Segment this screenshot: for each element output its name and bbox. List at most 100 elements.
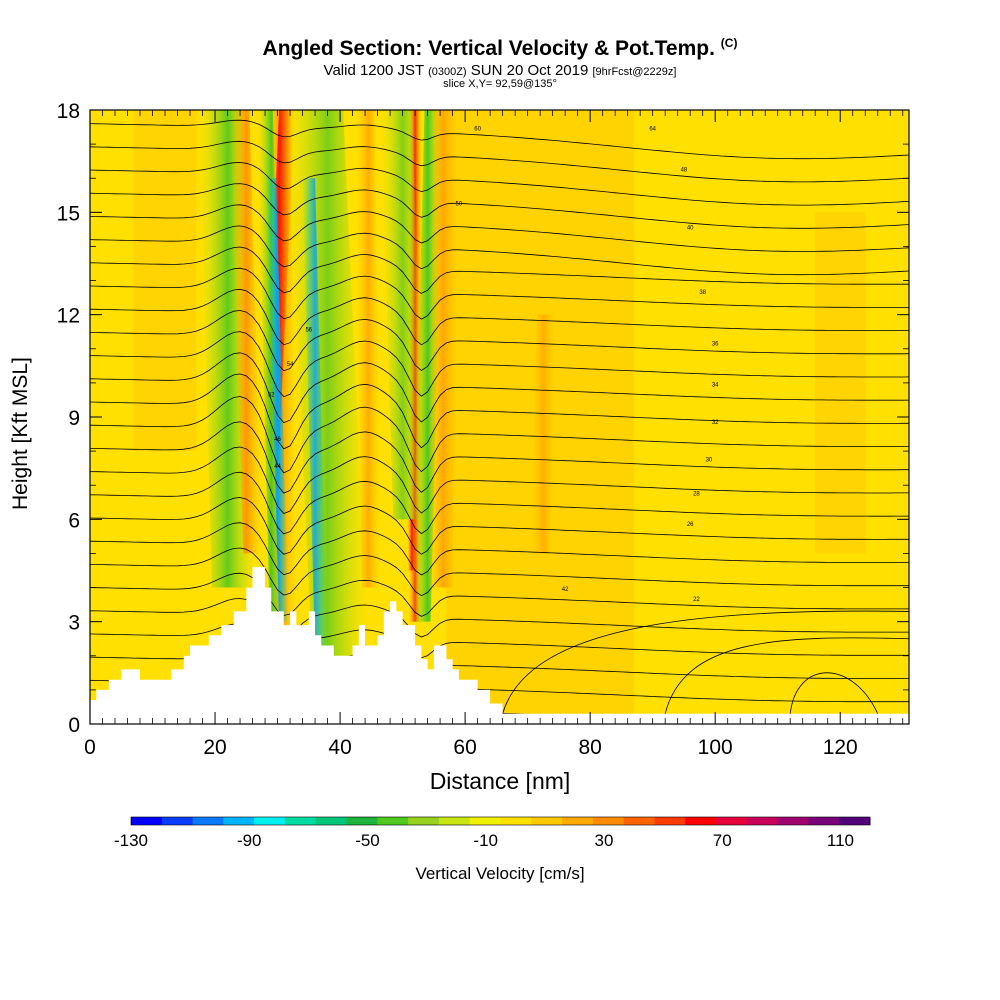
isentrope-line — [789, 672, 879, 714]
x-tick-label: 0 — [84, 736, 96, 759]
colorbar-swatch — [562, 817, 594, 825]
colorbar-label: Vertical Velocity [cm/s] — [415, 864, 585, 883]
y-tick-label: 0 — [68, 714, 80, 737]
colorbar-swatch — [469, 817, 501, 825]
colorbar-tick-label: -10 — [473, 831, 498, 850]
isentrope-line — [90, 497, 909, 555]
y-tick-label: 15 — [57, 202, 80, 225]
chart-subtitle: Valid 1200 JST (0300Z) SUN 20 Oct 2019 [… — [323, 62, 677, 79]
velocity-plume — [355, 110, 381, 588]
colorbar-swatch — [284, 817, 317, 825]
field-region — [815, 212, 866, 554]
isentrope-line — [502, 610, 909, 714]
title-mark: (C) — [720, 36, 738, 50]
isentrope-line — [90, 246, 909, 294]
colorbar-swatch — [716, 817, 748, 825]
colorbar-swatch — [315, 817, 348, 825]
isentrope-label: 36 — [712, 341, 719, 347]
terrain-mask — [90, 567, 909, 724]
isentrope-line — [90, 140, 909, 183]
colorbar-swatch — [223, 817, 255, 825]
isentrope-label: 54 — [287, 362, 294, 368]
x-axis-label: Distance [nm] — [429, 768, 571, 794]
colorbar-swatch — [777, 817, 809, 825]
velocity-field — [90, 110, 909, 724]
x-tick-label: 20 — [203, 736, 226, 759]
colorbar-swatch — [592, 817, 625, 825]
colorbar-swatch — [346, 817, 378, 825]
isentrope-line — [90, 183, 909, 229]
isentrope-line — [90, 522, 909, 576]
x-tick-label: 120 — [823, 736, 858, 759]
isentrope-line — [90, 598, 909, 638]
colorbar-swatch — [192, 817, 224, 825]
colorbar: -130 -90 -50 -10 30 70 110 — [114, 816, 871, 850]
isentrope-label: 60 — [474, 126, 481, 132]
y-axis-label: Height [Kft MSL] — [9, 357, 32, 510]
colorbar-tick-label: -130 — [114, 831, 148, 850]
isentrope-label: 34 — [712, 382, 719, 388]
x-tick-label: 60 — [453, 736, 476, 759]
isentrope-line — [90, 225, 909, 276]
colorbar-swatch — [161, 817, 194, 825]
colorbar-tick-label: 30 — [594, 831, 613, 850]
isentrope-line — [664, 637, 909, 714]
isentrope-label: 48 — [681, 167, 688, 173]
velocity-plume — [266, 178, 289, 622]
y-tick-label: 6 — [68, 509, 80, 532]
isentrope-label: 32 — [712, 420, 719, 426]
colorbar-tick-label: 110 — [827, 831, 854, 850]
isentrope-label: 42 — [562, 587, 569, 593]
colorbar-swatch — [654, 817, 686, 825]
colorbar-swatch — [746, 817, 779, 825]
y-tick-label: 3 — [68, 612, 80, 635]
isentrope-label: 44 — [274, 464, 281, 470]
velocity-plume — [530, 314, 556, 554]
isentrope-label: 26 — [687, 522, 694, 528]
isentrope-line — [90, 446, 909, 514]
isentrope-label: 40 — [687, 225, 694, 231]
field-region — [133, 110, 197, 452]
colorbar-swatch — [254, 817, 286, 825]
colorbar-swatch — [408, 817, 440, 825]
isentrope-line — [90, 204, 909, 252]
isentrope-label: 30 — [706, 457, 713, 463]
colorbar-tick-label: 70 — [713, 831, 732, 850]
colorbar-tick-label: -50 — [355, 831, 380, 850]
colorbar-swatch — [131, 817, 163, 825]
y-tick-label: 18 — [57, 100, 80, 123]
colorbar-swatch — [500, 817, 532, 825]
isentrope-line — [90, 162, 909, 206]
isentrope-label: 38 — [699, 290, 706, 296]
y-tick-label: 9 — [68, 407, 80, 430]
colorbar-frame — [130, 816, 871, 826]
colorbar-swatch — [377, 817, 409, 825]
isentrope-label: 46 — [274, 437, 281, 443]
velocity-plume — [230, 110, 262, 554]
slice-label: slice X,Y= 92,59@135° — [443, 78, 557, 90]
isentrope-line — [90, 547, 909, 597]
colorbar-swatch — [438, 817, 471, 825]
colorbar-swatch — [839, 817, 871, 825]
isentrope-line — [90, 421, 909, 494]
y-tick-label: 12 — [57, 305, 80, 328]
isentrope-line — [90, 331, 909, 398]
colorbar-swatch — [623, 817, 655, 825]
isentrope-line — [90, 352, 909, 424]
isentrope-line — [90, 267, 909, 320]
chart-title: Angled Section: Vertical Velocity & Pot.… — [262, 36, 738, 60]
isentrope-label: 22 — [693, 597, 700, 603]
isentrope-line — [90, 288, 909, 346]
isentrope-label: 28 — [693, 491, 700, 497]
colorbar-swatch — [531, 817, 563, 825]
isentrope-line — [90, 396, 909, 474]
isentrope-line — [90, 119, 909, 160]
isentrope-line — [90, 471, 909, 535]
x-tick-label: 40 — [328, 736, 351, 759]
isentrope-label: 52 — [268, 393, 275, 399]
isentrope-line — [90, 310, 909, 372]
velocity-plume — [427, 110, 459, 588]
x-tick-label: 80 — [578, 736, 601, 759]
isentrope-line — [90, 572, 909, 617]
